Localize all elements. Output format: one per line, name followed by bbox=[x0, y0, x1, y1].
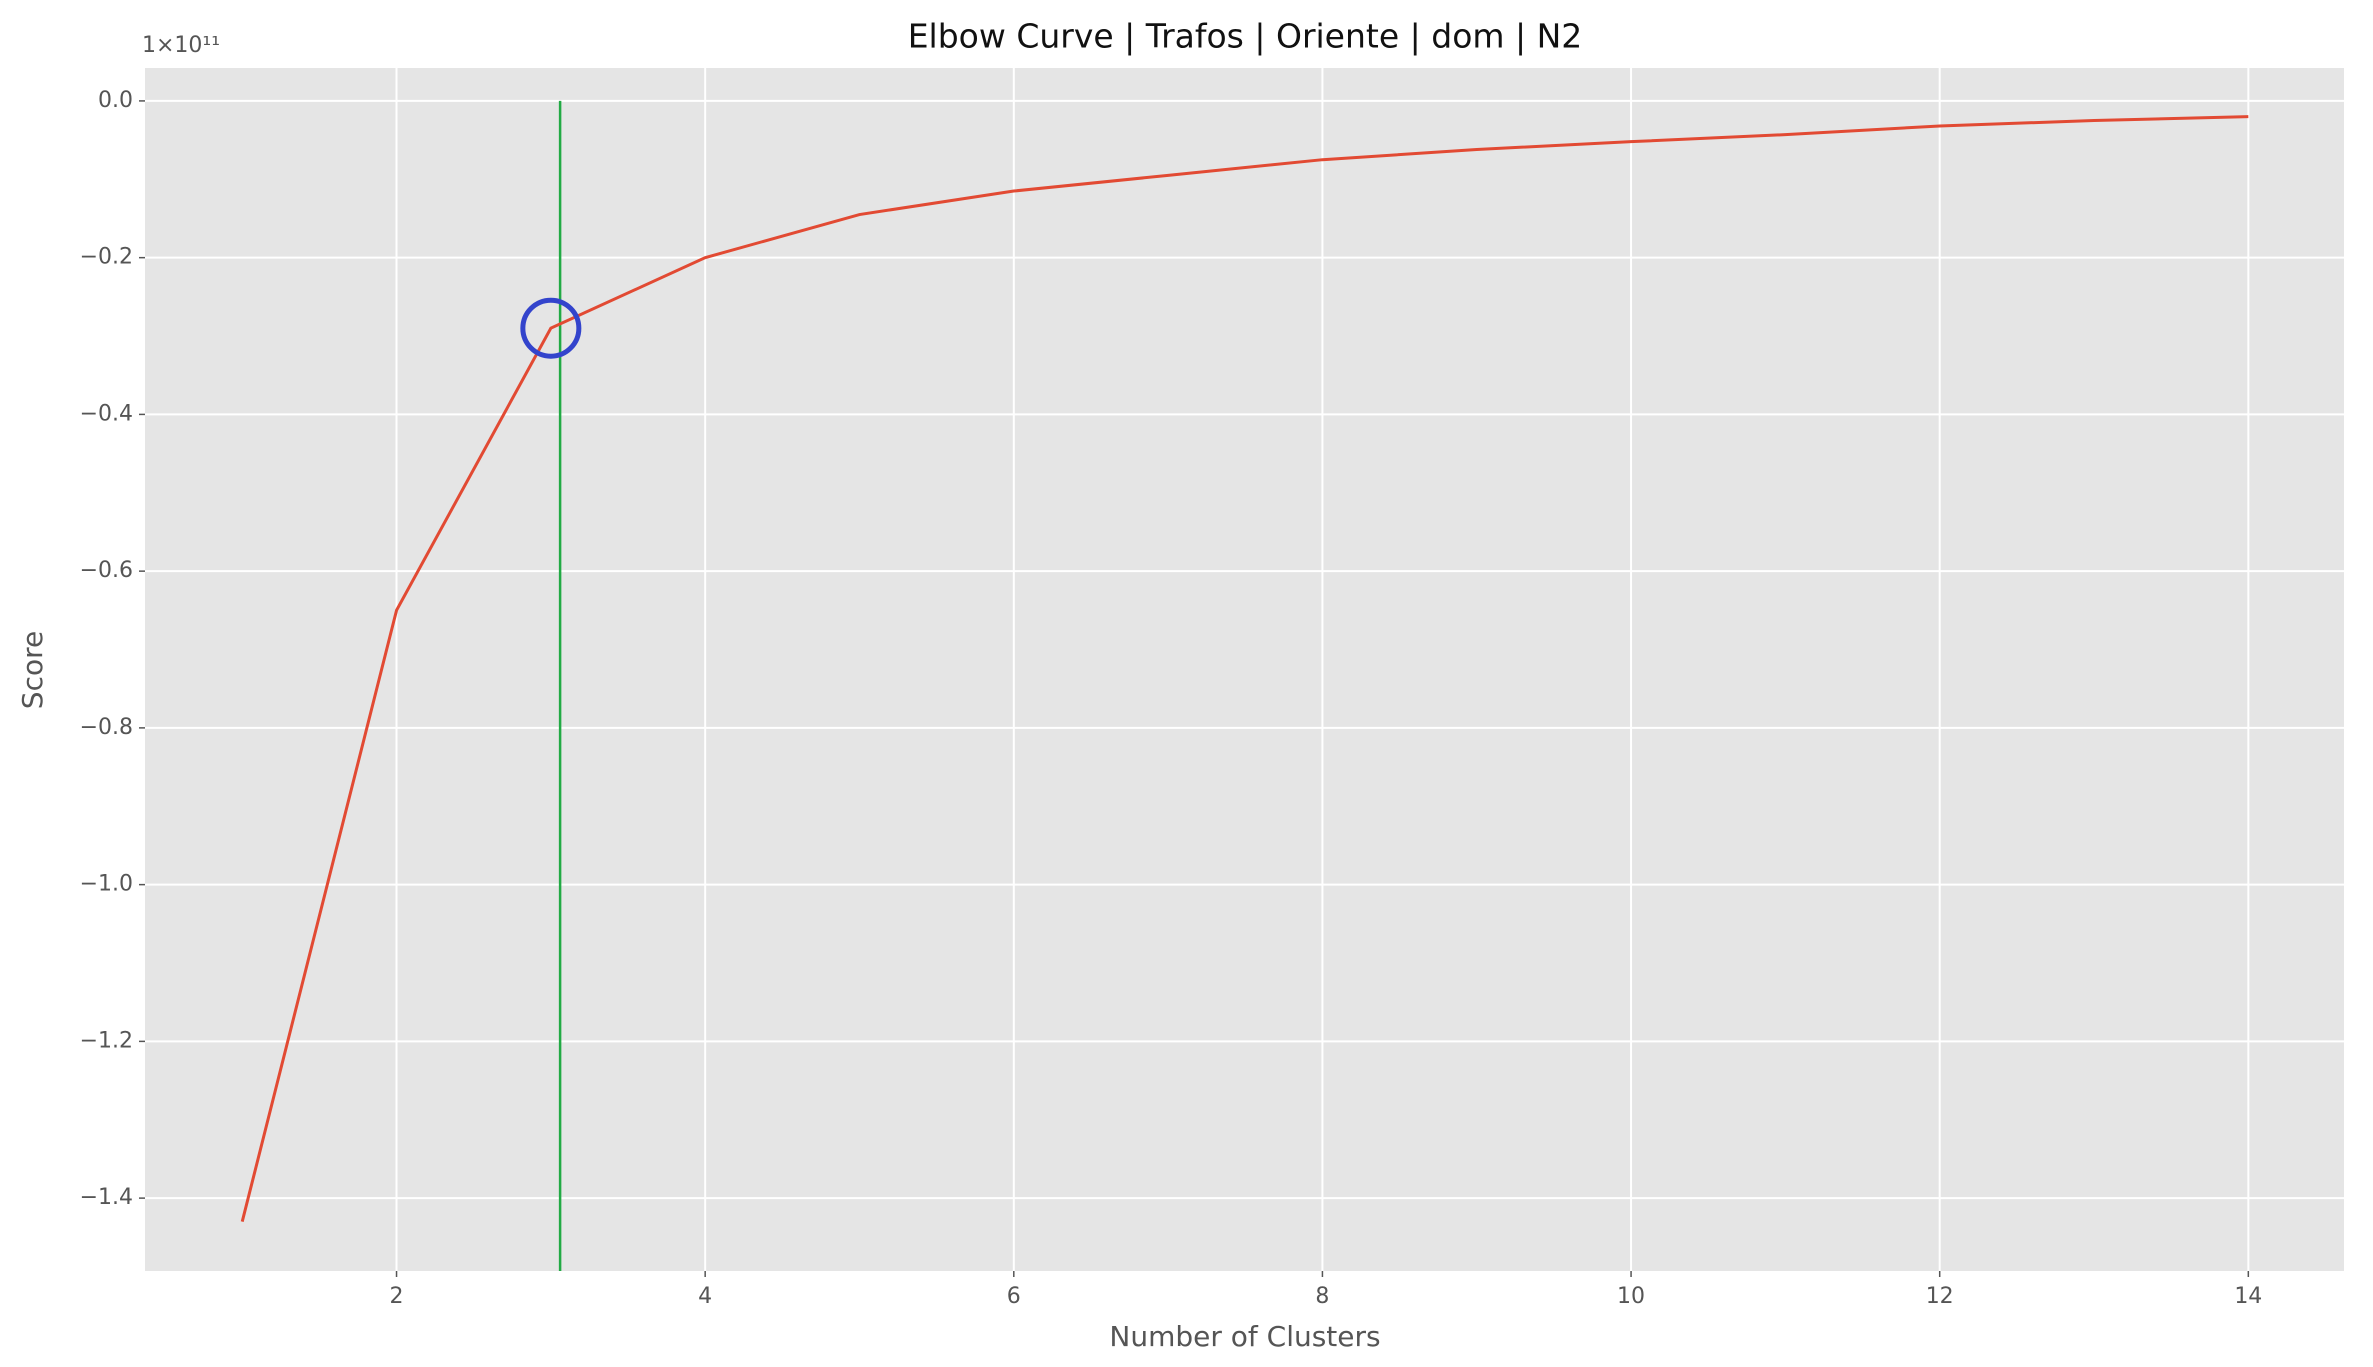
y-offset-label: 1×10¹¹ bbox=[142, 33, 220, 58]
x-tick-label: 4 bbox=[698, 1284, 712, 1309]
x-tick-label: 10 bbox=[1617, 1284, 1645, 1309]
y-tick-label: 0.0 bbox=[98, 88, 133, 113]
y-tick-label: −1.4 bbox=[80, 1185, 133, 1210]
y-tick-label: −1.2 bbox=[80, 1028, 133, 1053]
y-axis-label: Score bbox=[16, 631, 49, 709]
x-tick-label: 8 bbox=[1315, 1284, 1329, 1309]
x-tick-label: 12 bbox=[1926, 1284, 1954, 1309]
y-tick-label: −0.4 bbox=[80, 401, 133, 426]
elbow-marker bbox=[520, 297, 582, 359]
y-tick-label: −0.2 bbox=[80, 245, 133, 270]
y-tick-label: −0.6 bbox=[80, 558, 133, 583]
plot-area bbox=[145, 68, 2344, 1271]
chart-title: Elbow Curve | Trafos | Oriente | dom | N… bbox=[908, 17, 1583, 56]
x-tick-label: 6 bbox=[1007, 1284, 1021, 1309]
x-axis-label: Number of Clusters bbox=[1109, 1320, 1380, 1353]
x-tick-label: 14 bbox=[2234, 1284, 2262, 1309]
y-tick-label: −1.0 bbox=[80, 872, 133, 897]
x-tick-label: 2 bbox=[390, 1284, 404, 1309]
y-tick-label: −0.8 bbox=[80, 715, 133, 740]
